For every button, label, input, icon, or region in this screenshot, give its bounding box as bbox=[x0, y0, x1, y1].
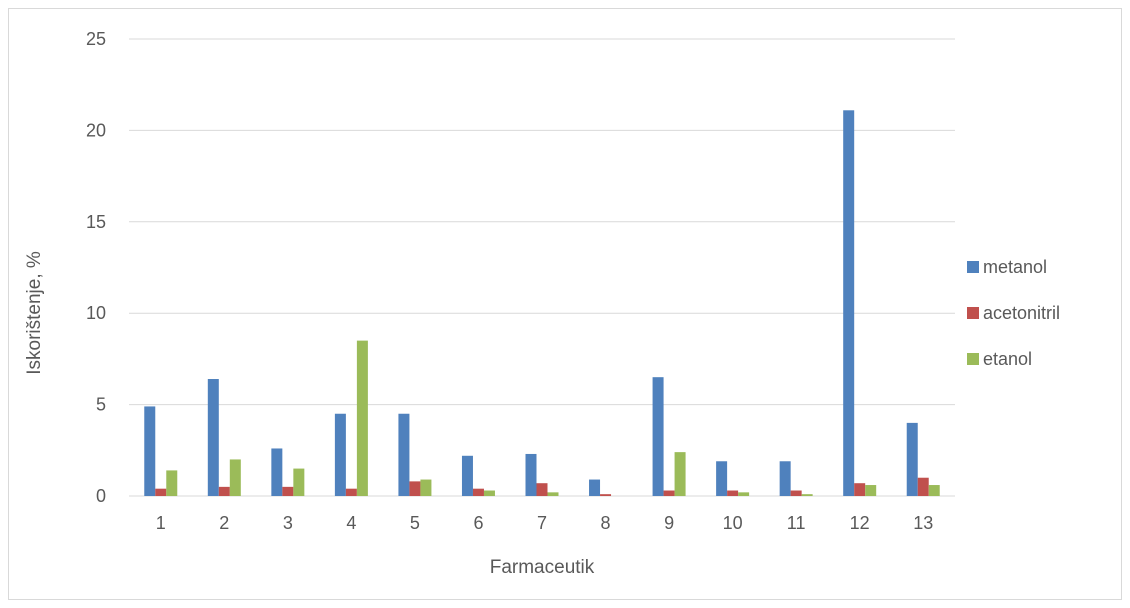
bar-etanol-6 bbox=[483, 490, 495, 496]
bar-etanol-5 bbox=[420, 479, 432, 496]
bar-acetonitril-11 bbox=[790, 490, 802, 496]
gridlines bbox=[129, 38, 955, 497]
y-tick-label: 5 bbox=[96, 395, 106, 415]
bar-etanol-4 bbox=[356, 340, 368, 496]
bar-etanol-1 bbox=[166, 470, 178, 496]
bars bbox=[144, 110, 940, 497]
bar-etanol-10 bbox=[738, 492, 750, 496]
bar-etanol-2 bbox=[229, 459, 241, 496]
bar-acetonitril-2 bbox=[218, 486, 230, 496]
bar-metanol-11 bbox=[779, 461, 791, 496]
legend-label-metanol: metanol bbox=[983, 257, 1047, 277]
legend-swatch-etanol bbox=[967, 353, 979, 365]
x-tick-label: 8 bbox=[601, 513, 611, 533]
x-tick-label: 11 bbox=[787, 513, 806, 533]
bar-metanol-10 bbox=[716, 461, 728, 496]
chart-frame bbox=[8, 8, 1122, 600]
bar-etanol-9 bbox=[674, 452, 686, 496]
y-tick-label: 15 bbox=[86, 212, 106, 232]
x-axis-label: Farmaceutik bbox=[490, 557, 595, 578]
y-tick-label: 25 bbox=[86, 29, 106, 49]
x-tick-label: 3 bbox=[283, 513, 293, 533]
x-tick-label: 9 bbox=[664, 513, 674, 533]
x-tick-label: 12 bbox=[850, 513, 870, 533]
y-axis-label: Iskorištenje, % bbox=[24, 251, 45, 375]
legend-swatch-acetonitril bbox=[967, 307, 979, 319]
bar-metanol-13 bbox=[906, 422, 918, 496]
bar-metanol-1 bbox=[144, 406, 156, 496]
bar-acetonitril-13 bbox=[917, 477, 929, 496]
bar-etanol-12 bbox=[865, 485, 877, 496]
bar-etanol-13 bbox=[928, 485, 940, 496]
bar-acetonitril-10 bbox=[727, 490, 739, 496]
bar-acetonitril-3 bbox=[282, 486, 294, 496]
bar-etanol-3 bbox=[293, 468, 305, 496]
bar-metanol-4 bbox=[334, 413, 346, 496]
bar-metanol-12 bbox=[843, 110, 855, 497]
x-tick-label: 7 bbox=[537, 513, 547, 533]
y-tick-label: 20 bbox=[86, 120, 106, 140]
y-tick-label: 0 bbox=[96, 486, 106, 506]
bar-acetonitril-9 bbox=[663, 490, 675, 496]
legend-swatch-metanol bbox=[967, 261, 979, 273]
bar-metanol-8 bbox=[589, 479, 601, 496]
x-tick-label: 5 bbox=[410, 513, 420, 533]
bar-metanol-5 bbox=[398, 413, 410, 496]
x-tick-label: 10 bbox=[723, 513, 743, 533]
x-tick-label: 6 bbox=[473, 513, 483, 533]
bar-acetonitril-1 bbox=[155, 488, 167, 496]
bar-acetonitril-8 bbox=[600, 494, 612, 496]
bar-etanol-7 bbox=[547, 492, 559, 496]
x-tick-labels: 1 2 3 4 5 6 7 8 9 10 11 12 13 bbox=[156, 513, 933, 533]
legend-label-etanol: etanol bbox=[983, 349, 1032, 369]
y-tick-label: 10 bbox=[86, 303, 106, 323]
x-tick-label: 13 bbox=[913, 513, 933, 533]
bar-metanol-7 bbox=[525, 453, 537, 496]
bar-etanol-11 bbox=[801, 494, 813, 496]
x-tick-label: 1 bbox=[156, 513, 166, 533]
bar-metanol-2 bbox=[207, 379, 219, 496]
bar-acetonitril-7 bbox=[536, 483, 548, 496]
bar-acetonitril-5 bbox=[409, 481, 421, 496]
bar-metanol-3 bbox=[271, 448, 283, 496]
bar-acetonitril-6 bbox=[472, 488, 484, 496]
bar-metanol-6 bbox=[461, 455, 473, 496]
legend-label-acetonitril: acetonitril bbox=[983, 303, 1060, 323]
legend: metanol acetonitril etanol bbox=[967, 257, 1060, 369]
x-tick-label: 2 bbox=[219, 513, 229, 533]
bar-metanol-9 bbox=[652, 377, 664, 496]
y-tick-labels: 0 5 10 15 20 25 bbox=[86, 29, 106, 506]
bar-acetonitril-12 bbox=[854, 483, 866, 496]
x-tick-label: 4 bbox=[346, 513, 356, 533]
bar-acetonitril-4 bbox=[345, 488, 357, 496]
